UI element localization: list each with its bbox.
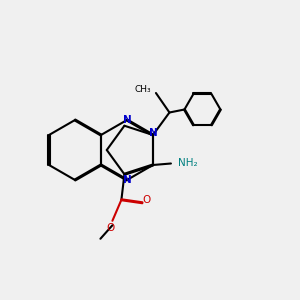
Text: N: N: [148, 128, 157, 139]
Text: N: N: [123, 175, 131, 185]
Text: O: O: [143, 195, 151, 205]
Text: O: O: [107, 223, 115, 233]
Text: CH₃: CH₃: [135, 85, 152, 94]
Text: NH₂: NH₂: [178, 158, 198, 169]
Text: N: N: [123, 115, 131, 125]
